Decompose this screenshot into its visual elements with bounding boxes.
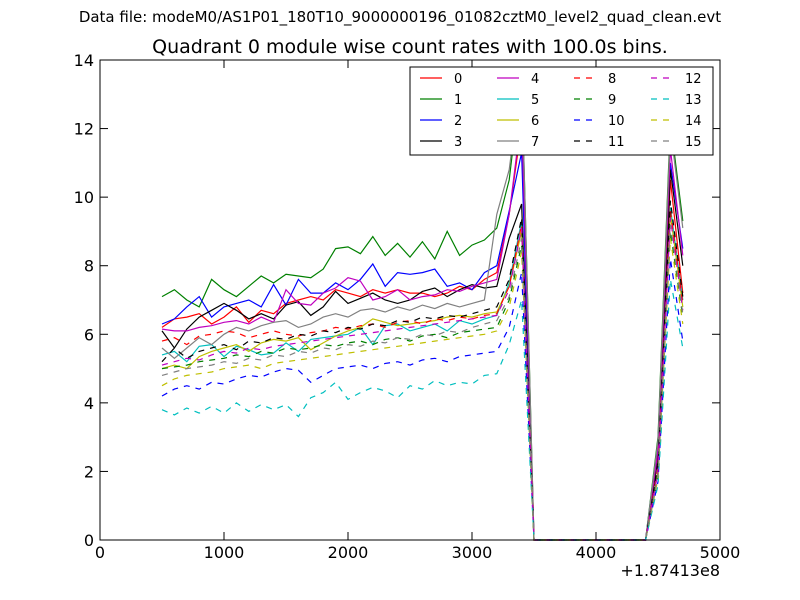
- legend-label-7: 7: [531, 135, 539, 150]
- legend-label-6: 6: [531, 114, 539, 129]
- legend-label-14: 14: [685, 114, 702, 129]
- x-tick-label-3000: 3000: [452, 543, 493, 562]
- series-line-13: [161, 279, 684, 541]
- legend-label-11: 11: [608, 135, 625, 150]
- y-tick-label-2: 2: [84, 462, 94, 481]
- y-tick-label-12: 12: [74, 120, 94, 139]
- series-line-5: [161, 207, 684, 541]
- legend-label-2: 2: [454, 114, 462, 129]
- y-tick-label-6: 6: [84, 325, 94, 344]
- y-tick-label-14: 14: [74, 51, 94, 70]
- legend-label-1: 1: [454, 93, 462, 108]
- series-line-12: [161, 217, 684, 541]
- x-offset-label: +1.87413e8: [620, 561, 720, 580]
- series-line-3: [161, 169, 684, 541]
- legend-label-15: 15: [685, 135, 702, 150]
- legend-label-9: 9: [608, 93, 616, 108]
- y-tick-label-0: 0: [84, 531, 94, 550]
- x-tick-label-2000: 2000: [328, 543, 369, 562]
- legend-label-4: 4: [531, 72, 539, 87]
- suptitle: Data file: modeM0/AS1P01_180T10_90000001…: [78, 8, 722, 26]
- series-line-14: [161, 238, 684, 541]
- legend-label-10: 10: [608, 114, 625, 129]
- series-line-6: [161, 214, 684, 541]
- x-tick-label-1000: 1000: [204, 543, 245, 562]
- x-tick-label-5000: 5000: [700, 543, 741, 562]
- legend-label-13: 13: [685, 93, 702, 108]
- series-line-10: [161, 258, 684, 541]
- series-line-15: [161, 224, 684, 541]
- legend-label-0: 0: [454, 72, 462, 87]
- series-line-9: [161, 231, 684, 541]
- legend-label-12: 12: [685, 72, 702, 87]
- series-line-11: [161, 200, 684, 541]
- chart-title: Quadrant 0 module wise count rates with …: [152, 36, 668, 58]
- legend-box: [409, 66, 714, 156]
- series-line-0: [161, 125, 684, 541]
- legend-label-8: 8: [608, 72, 616, 87]
- series-line-8: [161, 210, 684, 541]
- x-tick-label-4000: 4000: [576, 543, 617, 562]
- legend-label-3: 3: [454, 135, 462, 150]
- legend-label-5: 5: [531, 93, 539, 108]
- y-tick-label-8: 8: [84, 257, 94, 276]
- y-tick-label-4: 4: [84, 394, 94, 413]
- y-tick-label-10: 10: [74, 188, 94, 207]
- x-tick-label-0: 0: [95, 543, 105, 562]
- axes-frame: [99, 59, 721, 541]
